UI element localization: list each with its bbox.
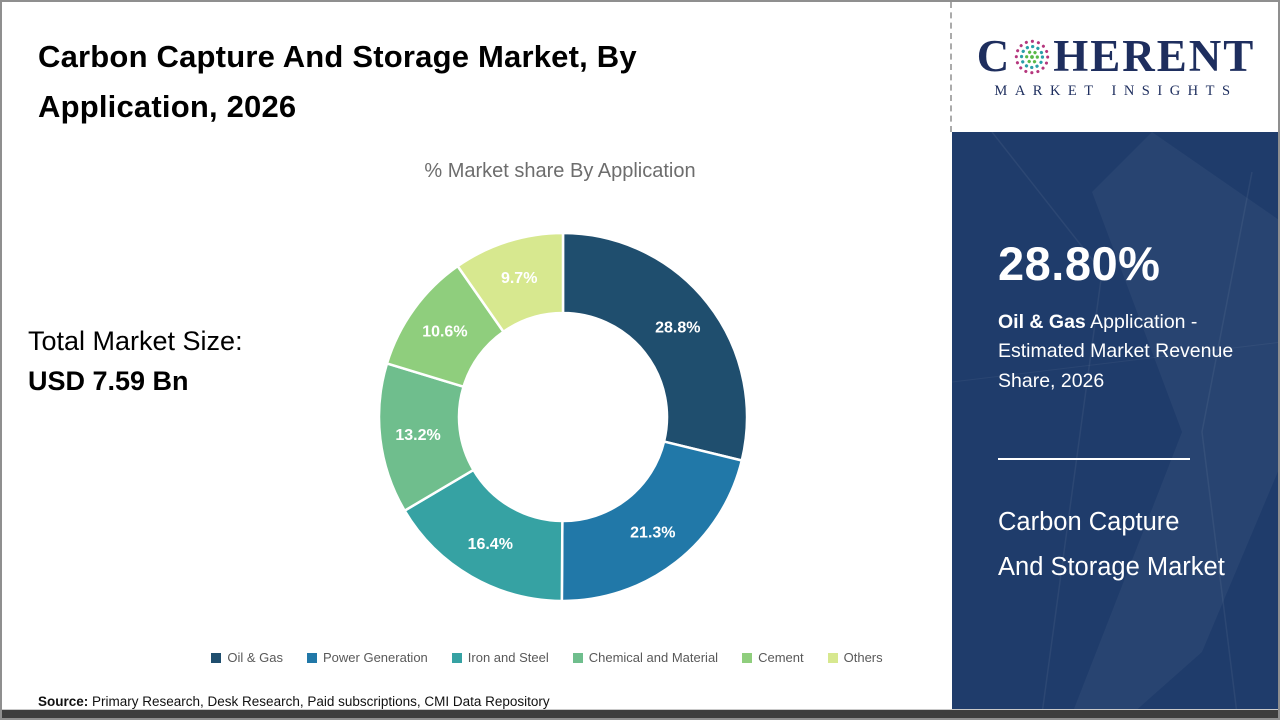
legend-item: Oil & Gas <box>211 650 283 665</box>
page-title: Carbon Capture And Storage Market, By Ap… <box>38 39 637 125</box>
stat-desc-segment: Oil & Gas <box>998 311 1086 333</box>
slice-label: 10.6% <box>422 324 467 341</box>
chart-subtitle: % Market share By Application <box>424 160 696 182</box>
legend-label: Iron and Steel <box>467 650 549 665</box>
slice-label: 9.7% <box>501 270 537 287</box>
slice-label: 13.2% <box>395 427 440 444</box>
footer-bar <box>2 710 1278 718</box>
total-market-size: Total Market Size: USD 7.59 Bn <box>28 326 243 397</box>
logo-word-start: C <box>976 31 1012 81</box>
legend-swatch <box>307 652 317 663</box>
legend-item: Iron and Steel <box>451 650 549 665</box>
donut-slice-oil-gas <box>561 231 749 462</box>
logo-word-end: HERENT <box>1053 31 1256 81</box>
legend-item: Power Generation <box>307 650 428 665</box>
stat-desc-rest: Application - Estimated Market Revenue S… <box>998 311 1234 392</box>
slice-label: 28.8% <box>655 319 700 336</box>
legend-swatch <box>572 652 583 663</box>
dashed-divider <box>950 2 952 132</box>
legend-label: Oil & Gas <box>227 650 283 665</box>
slice-label: 21.3% <box>630 525 675 542</box>
donut-chart: 28.8% 21.3% 16.4% 13.2% 10.6% 9.7% <box>373 227 753 607</box>
sidebar-panel: 28.80% Oil & Gas Application - Estimated… <box>952 132 1278 714</box>
legend-item: Others <box>827 650 883 665</box>
brand-logo: C HERENT <box>977 34 1256 79</box>
panel-divider <box>998 458 1190 460</box>
legend-swatch <box>451 652 462 663</box>
source-prefix: Source: <box>38 694 89 709</box>
logo-subtitle: MARKET INSIGHTS <box>994 83 1238 99</box>
legend-swatch <box>211 652 222 663</box>
chart-legend: Oil & Gas Power Generation Iron and Steel C… <box>142 650 952 665</box>
total-market-size-value: USD 7.59 Bn <box>28 366 189 396</box>
map-texture <box>952 132 1278 714</box>
footer-hairline <box>2 709 1278 710</box>
legend-swatch <box>742 652 753 663</box>
slice-label: 16.4% <box>468 536 513 553</box>
legend-item: Chemical and Material <box>572 650 719 665</box>
legend-swatch <box>827 652 838 663</box>
legend-label: Others <box>843 650 883 665</box>
source-line: Source: Primary Research, Desk Research,… <box>38 694 550 709</box>
legend-label: Power Generation <box>323 650 428 665</box>
donut-slice-power-generation <box>560 440 744 603</box>
logo-area: C HERENT MARKET INSIGHTS <box>950 2 1278 132</box>
legend-label: Chemical and Material <box>588 650 719 665</box>
globe-icon <box>1015 39 1050 74</box>
donut-slice-others <box>456 231 565 333</box>
highlight-stat-value: 28.80% <box>998 237 1161 290</box>
sidebar: C HERENT MARKET INSIGHTS 28.80% <box>950 2 1278 718</box>
legend-item: Cement <box>742 650 804 665</box>
legend-label: Cement <box>758 650 804 665</box>
highlight-stat-description: Oil & Gas Application - Estimated Market… <box>998 308 1242 396</box>
market-name: Carbon Capture And Storage Market <box>998 508 1225 582</box>
total-market-size-label: Total Market Size: <box>28 326 243 356</box>
source-text: Primary Research, Desk Research, Paid su… <box>88 694 550 709</box>
donut-chart-svg: 28.8% 21.3% 16.4% 13.2% 10.6% 9.7% <box>377 231 749 603</box>
